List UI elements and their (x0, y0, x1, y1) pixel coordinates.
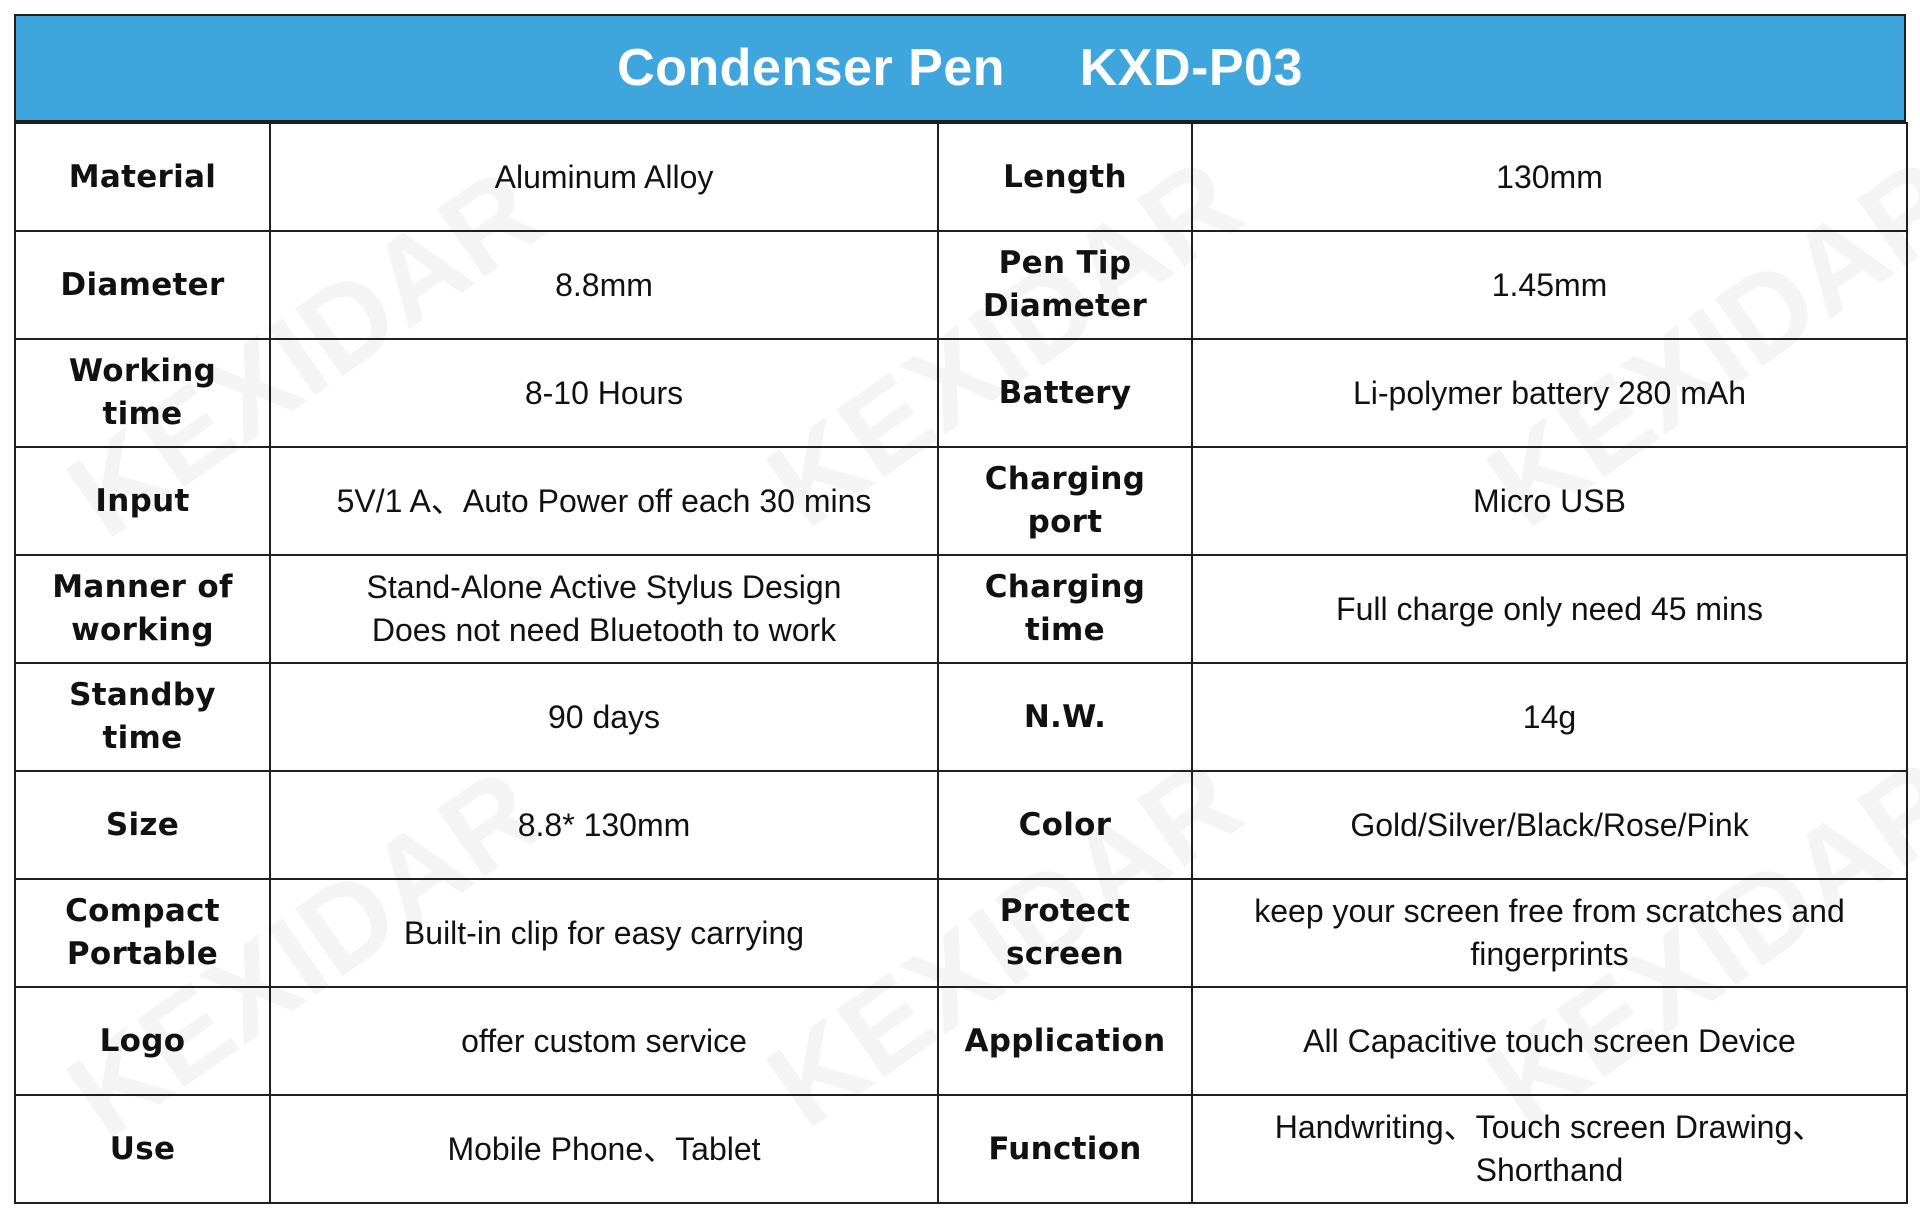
title-banner: Condenser Pen KXD-P03 (14, 14, 1906, 122)
table-row: Manner of working Stand-Alone Active Stylu… (14, 554, 1908, 664)
table-row: Use Mobile Phone、Tablet Function Handwritin… (14, 1094, 1908, 1204)
spec-label: Input (14, 446, 271, 556)
spec-value: 14g (1191, 662, 1908, 772)
spec-label: Compact Portable (14, 878, 271, 988)
spec-label: Application (937, 986, 1193, 1096)
spec-value: All Capacitive touch screen Device (1191, 986, 1908, 1096)
spec-value: 130mm (1191, 122, 1908, 232)
spec-label: Manner of working (14, 554, 271, 664)
spec-label: Standby time (14, 662, 271, 772)
spec-value: Built-in clip for easy carrying (269, 878, 939, 988)
table-row: Compact Portable Built-in clip for easy ca… (14, 878, 1908, 988)
spec-label: N.W. (937, 662, 1193, 772)
spec-value: Micro USB (1191, 446, 1908, 556)
spec-table-body: Material Aluminum Alloy Length 130mm Diamete… (14, 122, 1908, 1204)
spec-label: Battery (937, 338, 1193, 448)
spec-label: Logo (14, 986, 271, 1096)
spec-label: Length (937, 122, 1193, 232)
spec-value: Full charge only need 45 mins (1191, 554, 1908, 664)
table-row: Standby time 90 days N.W. 14g (14, 662, 1908, 772)
spec-value: 90 days (269, 662, 939, 772)
spec-sheet: KEXIDAR KEXIDAR KEXIDAR KEXIDAR KEXIDAR … (14, 14, 1920, 1204)
spec-table: Material Aluminum Alloy Length 130mm Diamete… (14, 122, 1908, 1204)
table-row: Diameter 8.8mm Pen Tip Diameter 1.45mm (14, 230, 1908, 340)
spec-value: 8.8* 130mm (269, 770, 939, 880)
spec-value: 1.45mm (1191, 230, 1908, 340)
page-title: Condenser Pen KXD-P03 (617, 39, 1303, 97)
spec-label: Pen Tip Diameter (937, 230, 1193, 340)
spec-label: Material (14, 122, 271, 232)
spec-value: keep your screen free from scratches and… (1191, 878, 1908, 988)
spec-label: Working time (14, 338, 271, 448)
table-row: Material Aluminum Alloy Length 130mm (14, 122, 1908, 232)
spec-value: Li-polymer battery 280 mAh (1191, 338, 1908, 448)
spec-label: Charging port (937, 446, 1193, 556)
spec-value: Mobile Phone、Tablet (269, 1094, 939, 1204)
spec-label: Color (937, 770, 1193, 880)
spec-label: Function (937, 1094, 1193, 1204)
table-row: Input 5V/1 A、Auto Power off each 30 mins C… (14, 446, 1908, 556)
spec-value: 8-10 Hours (269, 338, 939, 448)
spec-value: Handwriting、Touch screen Drawing、 Shortha… (1191, 1094, 1908, 1204)
spec-value: 5V/1 A、Auto Power off each 30 mins (269, 446, 939, 556)
spec-label: Use (14, 1094, 271, 1204)
spec-value: offer custom service (269, 986, 939, 1096)
table-row: Working time 8-10 Hours Battery Li-polymer … (14, 338, 1908, 448)
spec-label: Protect screen (937, 878, 1193, 988)
spec-label: Diameter (14, 230, 271, 340)
table-row: Size 8.8* 130mm Color Gold/Silver/Black/Ros… (14, 770, 1908, 880)
spec-value: Gold/Silver/Black/Rose/Pink (1191, 770, 1908, 880)
spec-label: Size (14, 770, 271, 880)
spec-value: Aluminum Alloy (269, 122, 939, 232)
table-row: Logo offer custom service Application All C… (14, 986, 1908, 1096)
spec-value: 8.8mm (269, 230, 939, 340)
spec-value: Stand-Alone Active Stylus Design Does not… (269, 554, 939, 664)
spec-label: Charging time (937, 554, 1193, 664)
